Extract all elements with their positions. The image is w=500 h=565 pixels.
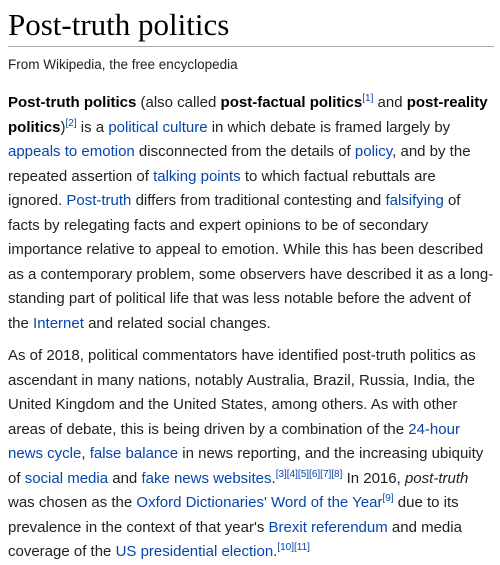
text: (also called bbox=[136, 94, 221, 111]
link-appeals-to-emotion[interactable]: appeals to emotion bbox=[8, 143, 135, 160]
citation-ref: [2] bbox=[66, 118, 77, 129]
text: was chosen as the bbox=[8, 494, 137, 511]
article: Post-truth politics From Wikipedia, the … bbox=[8, 0, 494, 560]
link-oxford-word-of-the-year[interactable]: Oxford Dictionaries' Word of the Year bbox=[136, 494, 383, 511]
text: and bbox=[373, 94, 407, 111]
citation-ref: [1] bbox=[362, 93, 373, 104]
page-title: Post-truth politics bbox=[8, 0, 494, 47]
link-political-culture[interactable]: political culture bbox=[108, 118, 208, 136]
link-policy[interactable]: policy bbox=[354, 143, 393, 160]
link-talking-points[interactable]: talking points bbox=[153, 167, 241, 185]
text: disconnected from the details of bbox=[134, 143, 355, 160]
text: to which factual rebuttals are ignored. bbox=[8, 167, 436, 210]
text: . bbox=[271, 469, 276, 487]
text: in which debate is framed largely by bbox=[207, 118, 451, 136]
text: is a bbox=[76, 118, 109, 136]
paragraph-1: Post-truth politics (also called post-fa… bbox=[8, 91, 494, 336]
link-24-hour-news-cycle[interactable]: 24-hour news cycle bbox=[8, 420, 460, 463]
text: As of 2018, political commentators have … bbox=[8, 347, 476, 438]
link-false-balance[interactable]: false balance bbox=[89, 445, 179, 462]
text: in news reporting, and the increasing ub… bbox=[8, 445, 484, 487]
text: , and by the repeated assertion of bbox=[8, 143, 471, 185]
italic-term: post-truth bbox=[404, 469, 469, 487]
text: and bbox=[108, 469, 142, 487]
citation-ref: [3][4][5][6][7][8] bbox=[276, 469, 343, 480]
link-internet[interactable]: Internet bbox=[33, 314, 84, 332]
bold-term: Post-truth politics bbox=[8, 94, 137, 111]
citation-ref: [10][11] bbox=[277, 542, 310, 553]
link-us-presidential-election[interactable]: US presidential election bbox=[115, 543, 274, 560]
text: In 2016, bbox=[342, 469, 405, 487]
link-brexit-referendum[interactable]: Brexit referendum bbox=[268, 518, 388, 536]
link-fake-news-websites[interactable]: fake news websites bbox=[141, 469, 272, 487]
text: , bbox=[81, 445, 90, 462]
paragraph-2: As of 2018, political commentators have … bbox=[8, 344, 494, 565]
link-post-truth[interactable]: Post-truth bbox=[66, 192, 132, 209]
citation-link[interactable]: [1] bbox=[362, 93, 374, 104]
citation-link[interactable]: [2] bbox=[65, 117, 77, 129]
text: of facts by relegating facts and expert … bbox=[8, 192, 494, 332]
text: ) bbox=[60, 118, 66, 136]
text: and related social changes. bbox=[83, 314, 271, 332]
text: differs from traditional contesting and bbox=[131, 192, 386, 209]
bold-term: post-reality politics bbox=[8, 94, 488, 136]
link-falsifying[interactable]: falsifying bbox=[385, 192, 444, 209]
citation-link[interactable]: [3][4][5][6][7][8] bbox=[275, 468, 343, 480]
tagline: From Wikipedia, the free encyclopedia bbox=[8, 57, 238, 72]
link-social-media[interactable]: social media bbox=[24, 469, 109, 487]
citation-link[interactable]: [10][11] bbox=[277, 542, 310, 553]
bold-term: post-factual politics bbox=[220, 94, 363, 111]
